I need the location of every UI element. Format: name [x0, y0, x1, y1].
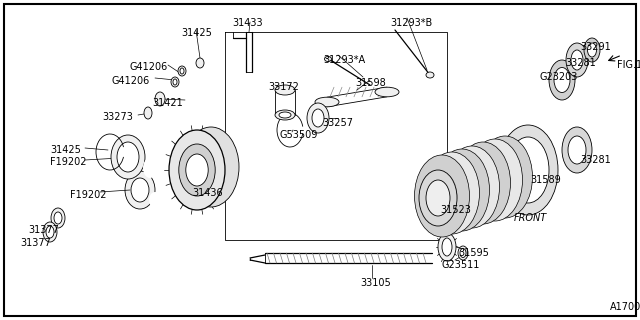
- Ellipse shape: [43, 222, 57, 242]
- Ellipse shape: [457, 164, 487, 210]
- Text: G53509: G53509: [280, 130, 318, 140]
- Ellipse shape: [46, 226, 54, 238]
- Text: 31293*B: 31293*B: [390, 18, 432, 28]
- Ellipse shape: [456, 142, 511, 224]
- Ellipse shape: [445, 146, 499, 228]
- Text: G23511: G23511: [442, 260, 481, 270]
- Ellipse shape: [117, 142, 139, 172]
- Ellipse shape: [183, 127, 239, 207]
- Text: 33281: 33281: [565, 58, 596, 68]
- Ellipse shape: [54, 212, 62, 224]
- Ellipse shape: [467, 139, 522, 221]
- Ellipse shape: [51, 208, 65, 228]
- Text: 33281: 33281: [580, 155, 611, 165]
- Text: 33273: 33273: [102, 112, 133, 122]
- Text: 31377: 31377: [28, 225, 59, 235]
- Ellipse shape: [307, 103, 329, 133]
- Ellipse shape: [435, 149, 490, 231]
- Ellipse shape: [144, 107, 152, 119]
- Text: G41206: G41206: [112, 76, 150, 86]
- Ellipse shape: [477, 136, 532, 218]
- Text: F19202: F19202: [70, 190, 106, 200]
- Ellipse shape: [588, 43, 596, 57]
- Ellipse shape: [180, 68, 184, 74]
- Text: 31433: 31433: [232, 18, 262, 28]
- Ellipse shape: [419, 170, 457, 226]
- Ellipse shape: [568, 136, 586, 164]
- Ellipse shape: [460, 249, 466, 258]
- Ellipse shape: [549, 60, 575, 100]
- Ellipse shape: [571, 50, 583, 70]
- Ellipse shape: [554, 68, 570, 92]
- Text: G23203: G23203: [540, 72, 579, 82]
- Ellipse shape: [173, 79, 177, 85]
- Ellipse shape: [442, 238, 452, 256]
- Ellipse shape: [468, 160, 498, 206]
- Text: FIG.170-1: FIG.170-1: [617, 60, 640, 70]
- Ellipse shape: [375, 87, 399, 97]
- Ellipse shape: [566, 43, 588, 77]
- Ellipse shape: [426, 180, 450, 216]
- Ellipse shape: [315, 97, 339, 107]
- Ellipse shape: [143, 158, 157, 178]
- Ellipse shape: [279, 112, 291, 118]
- Ellipse shape: [562, 127, 592, 173]
- Ellipse shape: [498, 125, 558, 215]
- Text: 31421: 31421: [152, 98, 183, 108]
- Text: 31523: 31523: [440, 205, 471, 215]
- Text: 33172: 33172: [268, 82, 299, 92]
- Text: 31425: 31425: [50, 145, 81, 155]
- Ellipse shape: [507, 137, 549, 203]
- Ellipse shape: [171, 77, 179, 87]
- Text: 31589: 31589: [530, 175, 561, 185]
- Text: 33291: 33291: [580, 42, 611, 52]
- Text: F19202: F19202: [50, 157, 86, 167]
- Ellipse shape: [424, 152, 479, 234]
- Ellipse shape: [169, 130, 225, 210]
- Text: 31425: 31425: [181, 28, 212, 38]
- Text: 31436: 31436: [192, 188, 223, 198]
- Ellipse shape: [458, 246, 468, 260]
- Ellipse shape: [584, 38, 600, 62]
- Ellipse shape: [179, 144, 215, 196]
- Ellipse shape: [438, 233, 456, 261]
- Text: 33105: 33105: [360, 278, 391, 288]
- Ellipse shape: [149, 192, 161, 208]
- Text: 31377: 31377: [20, 238, 51, 248]
- Ellipse shape: [196, 58, 204, 68]
- Text: FRONT: FRONT: [514, 213, 547, 223]
- Ellipse shape: [437, 170, 467, 216]
- Ellipse shape: [186, 154, 208, 186]
- Ellipse shape: [155, 92, 165, 106]
- Ellipse shape: [125, 171, 155, 209]
- Text: G41206: G41206: [130, 62, 168, 72]
- Ellipse shape: [426, 72, 434, 78]
- Ellipse shape: [178, 66, 186, 76]
- Text: 31595: 31595: [458, 248, 489, 258]
- Ellipse shape: [312, 109, 324, 127]
- Ellipse shape: [490, 154, 520, 200]
- Text: 33257: 33257: [322, 118, 353, 128]
- Ellipse shape: [447, 167, 477, 213]
- Text: 31598: 31598: [355, 78, 386, 88]
- Text: 31293*A: 31293*A: [323, 55, 365, 65]
- Ellipse shape: [275, 110, 295, 120]
- Ellipse shape: [415, 155, 470, 237]
- Ellipse shape: [480, 157, 510, 203]
- Ellipse shape: [200, 151, 222, 183]
- Ellipse shape: [324, 57, 332, 61]
- Ellipse shape: [131, 178, 149, 202]
- Ellipse shape: [427, 173, 457, 219]
- Text: A170001263: A170001263: [610, 302, 640, 312]
- Ellipse shape: [275, 85, 295, 95]
- Ellipse shape: [111, 135, 145, 179]
